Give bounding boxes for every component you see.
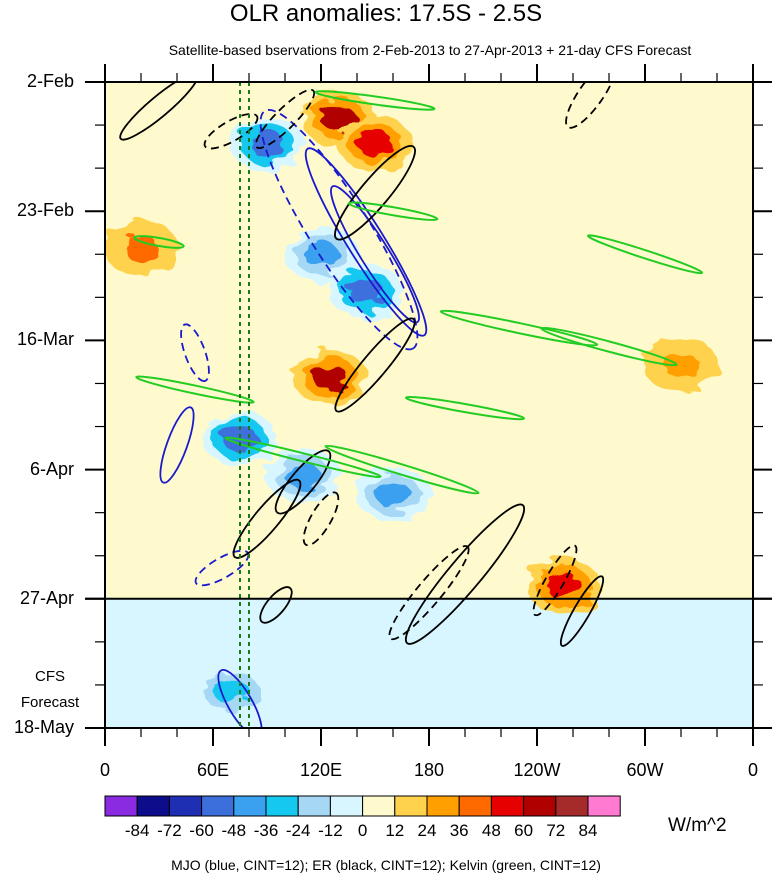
colorbar-label: -24 xyxy=(285,821,311,840)
kelvin-contour xyxy=(404,395,526,421)
chart-subtitle: Satellite-based bservations from 2-Feb-2… xyxy=(168,42,692,58)
er-contour xyxy=(532,544,578,617)
mjo-contour xyxy=(217,669,263,728)
mjo-contour xyxy=(330,185,420,324)
x-tick-label: 180 xyxy=(413,760,445,780)
forecast-label-line2: Forecast xyxy=(20,694,80,711)
x-tick-label: 0 xyxy=(747,760,758,780)
colorbar-label: -72 xyxy=(157,821,182,840)
y-tick-label: 16-Mar xyxy=(16,329,74,350)
colorbar-swatch xyxy=(426,795,460,817)
er-contour xyxy=(274,449,332,515)
colorbar-swatch xyxy=(555,795,589,817)
er-contour xyxy=(254,88,316,149)
colorbar-label: 60 xyxy=(514,821,534,840)
colorbar-swatch xyxy=(201,795,235,817)
er-contour xyxy=(404,503,526,645)
colorbar-label: -60 xyxy=(189,821,214,840)
anomaly-cell xyxy=(123,235,159,261)
kelvin-contour xyxy=(586,234,704,275)
colorbar-label: 48 xyxy=(481,821,501,840)
er-contour xyxy=(388,545,470,641)
er-contour xyxy=(119,82,199,141)
colorbar-label: 72 xyxy=(546,821,566,840)
chart-title: OLR anomalies: 17.5S - 2.5S xyxy=(229,0,543,27)
x-tick-label: 120E xyxy=(299,760,343,780)
er-contour xyxy=(232,478,302,559)
mjo-contour xyxy=(180,323,210,383)
colorbar-swatch xyxy=(329,795,364,817)
colorbar-label: 24 xyxy=(417,821,437,840)
anomaly-cell xyxy=(348,278,384,304)
colorbar-swatch xyxy=(523,795,557,817)
colorbar-swatch xyxy=(458,795,492,817)
kelvin-contour xyxy=(135,375,255,404)
colorbar-swatch xyxy=(265,795,299,817)
forecast-label: CFS Forecast xyxy=(0,664,100,716)
anomaly-cell xyxy=(303,241,339,268)
y-tick-label: 2-Feb xyxy=(26,71,74,91)
er-contour xyxy=(565,82,617,129)
legend-footer: MJO (blue, CINT=12); ER (black, CINT=12)… xyxy=(171,857,601,873)
colorbar-label: 36 xyxy=(449,821,469,840)
x-tick-label: 0 xyxy=(99,760,110,780)
er-contour xyxy=(203,112,259,150)
colorbar-label: 0 xyxy=(357,821,368,840)
colorbar-units: W/m^2 xyxy=(668,815,727,836)
y-tick-label: 18-May xyxy=(13,717,74,737)
er-contour xyxy=(302,491,340,547)
colorbar-swatch xyxy=(136,795,170,817)
colorbar-swatch xyxy=(297,795,331,817)
colorbar-label: -12 xyxy=(318,821,343,840)
y-tick-label: 27-Apr xyxy=(19,587,74,608)
anomaly-cell xyxy=(546,573,582,600)
colorbar-label: -84 xyxy=(124,821,150,840)
er-contour xyxy=(334,145,416,241)
colorbar-swatch xyxy=(168,795,203,817)
kelvin-contour xyxy=(224,436,382,479)
forecast-label-line1: CFS xyxy=(35,668,65,685)
anomaly-cell xyxy=(312,364,348,391)
y-tick-label: 23-Feb xyxy=(16,200,74,221)
colorbar-label: -36 xyxy=(253,821,279,840)
colorbar-swatch xyxy=(362,795,396,817)
colorbar-swatch xyxy=(490,795,525,817)
anomaly-cell xyxy=(663,352,699,378)
er-contour xyxy=(559,575,605,647)
kelvin-contour xyxy=(324,444,480,495)
x-tick-label: 60E xyxy=(196,760,230,780)
colorbar-swatch xyxy=(587,795,621,817)
x-tick-label: 120W xyxy=(513,760,561,780)
x-tick-label: 60W xyxy=(626,760,664,780)
colorbar-label: -48 xyxy=(221,821,247,840)
mjo-contour xyxy=(304,147,428,337)
kelvin-contour xyxy=(540,326,678,367)
colorbar-swatch xyxy=(104,795,138,817)
kelvin-contour xyxy=(347,201,439,221)
colorbar-swatch xyxy=(394,795,428,817)
kelvin-contour xyxy=(314,90,436,111)
mjo-contour xyxy=(259,108,419,351)
mjo-contour xyxy=(159,406,195,484)
colorbar-swatch xyxy=(233,795,267,817)
kelvin-contour xyxy=(439,309,599,347)
anomaly-cell xyxy=(375,481,411,508)
colorbar-label: 12 xyxy=(385,821,405,840)
anomaly-cell xyxy=(357,130,393,157)
y-tick-label: 6-Apr xyxy=(29,458,74,479)
er-contour xyxy=(334,317,416,413)
colorbar-label: 84 xyxy=(578,821,598,840)
kelvin-contour xyxy=(133,235,185,249)
anomaly-cell xyxy=(285,462,321,489)
